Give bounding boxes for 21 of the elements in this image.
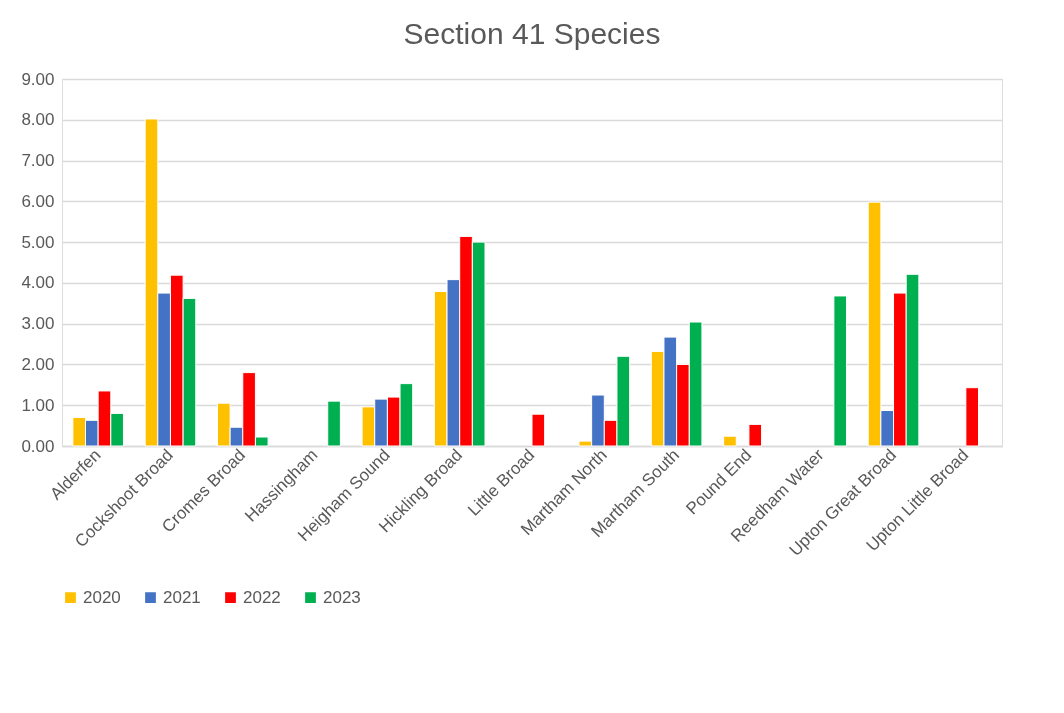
chart-title: Section 41 Species xyxy=(403,17,661,50)
legend-label: 2021 xyxy=(163,587,201,607)
y-tick-label: 6.00 xyxy=(21,191,55,211)
y-tick-label: 5.00 xyxy=(21,232,55,252)
legend-label: 2023 xyxy=(323,587,361,607)
y-tick-label: 3.00 xyxy=(21,314,55,334)
bar xyxy=(965,387,979,447)
y-tick-label: 7.00 xyxy=(21,151,55,171)
bar xyxy=(723,435,737,447)
y-tick-label: 8.00 xyxy=(21,110,55,130)
y-tick-label: 9.00 xyxy=(21,69,55,89)
legend-label: 2022 xyxy=(243,587,281,607)
bar xyxy=(531,413,546,447)
y-tick-label: 1.00 xyxy=(21,395,55,415)
y-tick-label: 0.00 xyxy=(21,436,55,456)
y-tick-label: 2.00 xyxy=(21,354,55,374)
bar xyxy=(748,423,763,447)
bar xyxy=(833,295,848,447)
legend-label: 2020 xyxy=(83,587,121,607)
bar xyxy=(327,400,341,447)
y-tick-label: 4.00 xyxy=(21,273,55,293)
